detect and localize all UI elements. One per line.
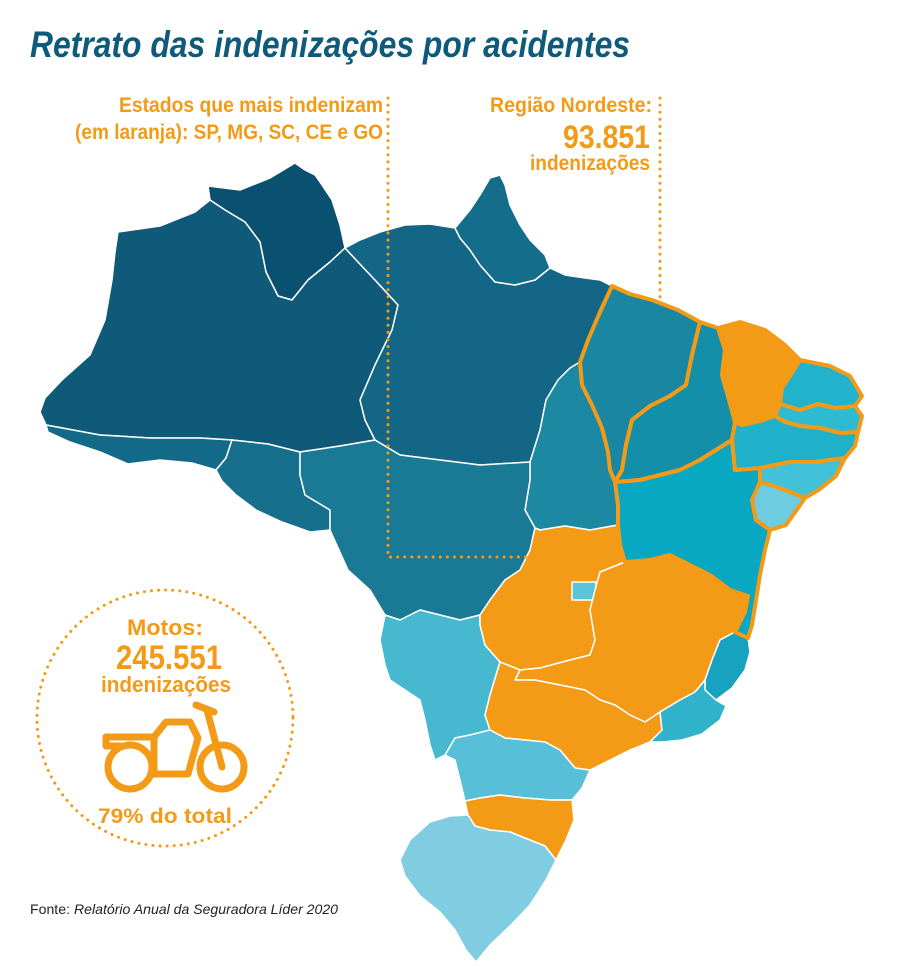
top-states-line2: (em laranja): SP, MG, SC, CE e GO — [75, 121, 383, 144]
nordeste-value: 93.851 — [563, 119, 650, 155]
source-note: Fonte: Relatório Anual da Seguradora Líd… — [30, 901, 338, 917]
state-ap — [454, 174, 551, 286]
state-ba — [613, 438, 772, 640]
motos-share: 79% do total — [98, 805, 232, 828]
nordeste-callout: Região Nordeste: 93.851 indenizações — [490, 94, 652, 175]
page-title: Retrato das indenizações por acidentes — [30, 24, 630, 65]
top-states-callout: Estados que mais indenizam (em laranja):… — [75, 94, 383, 144]
motos-label: Motos: — [127, 615, 203, 640]
source-prefix: Fonte: — [30, 901, 70, 917]
state-se — [750, 480, 807, 532]
motos-value: 245.551 — [116, 639, 222, 677]
top-states-leader-line — [386, 96, 532, 559]
state-rj — [649, 679, 727, 743]
nordeste-label: Região Nordeste: — [490, 94, 652, 117]
top-states-line1: Estados que mais indenizam — [119, 94, 383, 117]
state-df — [571, 581, 597, 601]
state-pr — [444, 729, 591, 802]
state-rs — [399, 814, 557, 963]
motos-callout: Motos: 245.551 indenizações 79% do total — [35, 588, 295, 848]
source-text: Relatório Anual da Seguradora Líder 2020 — [74, 901, 338, 917]
state-ac — [45, 424, 233, 471]
state-am — [39, 199, 399, 453]
brazil-map — [39, 162, 864, 963]
motorcycle-icon — [102, 701, 248, 793]
nordeste-unit: indenizações — [530, 152, 650, 175]
motos-unit: indenizações — [101, 672, 231, 697]
motos-circle — [35, 588, 295, 848]
